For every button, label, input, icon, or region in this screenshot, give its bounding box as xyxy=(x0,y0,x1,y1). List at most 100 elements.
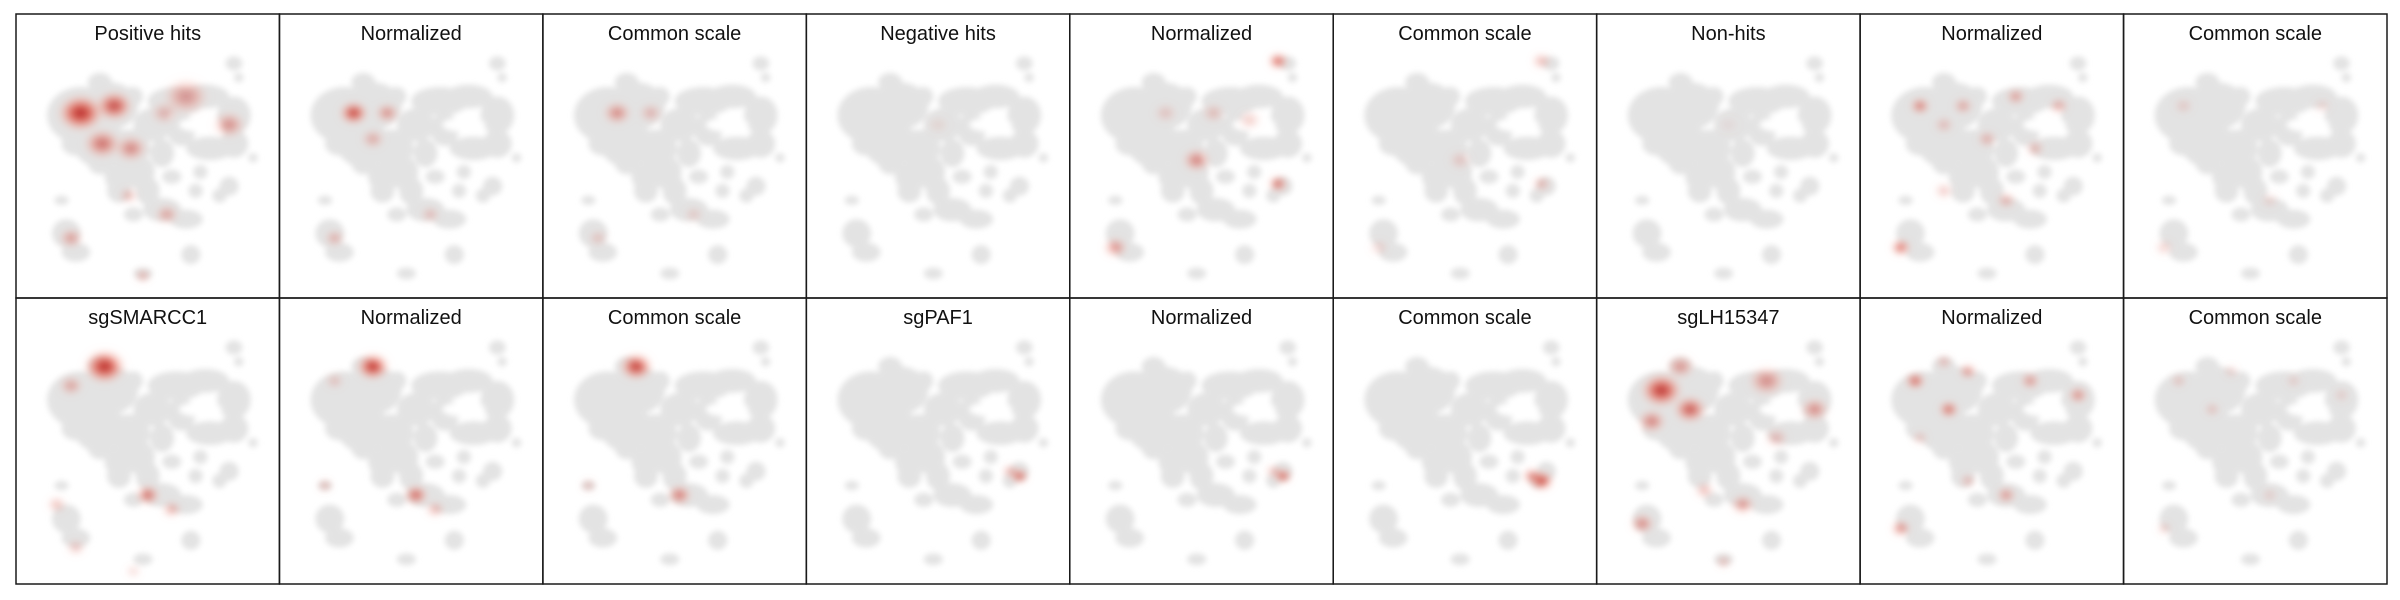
cell-cloud-blob xyxy=(1279,340,1297,355)
cell-cloud-blob xyxy=(1287,72,1298,83)
cell-cloud-blob xyxy=(1951,179,1976,203)
cell-cloud-blob xyxy=(1749,209,1784,229)
cell-cloud-blob xyxy=(851,416,881,441)
cell-cloud-blob xyxy=(1141,435,1166,460)
cell-cloud-blob xyxy=(775,437,785,448)
cell-cloud-blob xyxy=(1177,492,1197,507)
cell-cloud-blob xyxy=(2214,179,2239,203)
panel: Normalized xyxy=(1859,13,2125,299)
cell-cloud-blob xyxy=(1239,421,1288,446)
cell-cloud-blob xyxy=(1498,245,1518,265)
cell-cloud-blob xyxy=(1115,131,1145,156)
cell-cloud-blob xyxy=(708,530,728,550)
cell-cloud-blob xyxy=(1505,183,1521,198)
cell-cloud-blob xyxy=(2037,449,2052,465)
cell-cloud-blob xyxy=(150,423,175,453)
density-hotspot xyxy=(1673,396,1707,423)
density-hotspot xyxy=(59,376,84,396)
density-hotspot xyxy=(324,230,345,246)
cell-cloud-blob xyxy=(61,242,91,262)
cell-cloud-blob xyxy=(315,504,345,534)
cell-cloud-blob xyxy=(660,267,680,280)
cell-cloud-blob xyxy=(2092,153,2102,163)
cell-cloud-blob xyxy=(1215,454,1236,469)
cell-cloud-blob xyxy=(1242,468,1257,484)
cell-cloud-blob xyxy=(61,131,91,156)
cell-cloud-blob xyxy=(897,464,922,488)
density-hotspot xyxy=(126,565,141,577)
cell-cloud xyxy=(310,56,522,280)
cell-cloud-blob xyxy=(370,179,395,203)
density-hotspot xyxy=(2173,98,2194,114)
cell-cloud-blob xyxy=(2355,437,2366,448)
cell-cloud-blob xyxy=(456,449,472,465)
cell-cloud-blob xyxy=(2169,131,2198,156)
density-hotspots xyxy=(1002,465,1028,483)
cell-cloud-blob xyxy=(1371,195,1386,206)
density-hotspots xyxy=(2157,365,2349,535)
cell-cloud-blob xyxy=(233,357,244,367)
density-hotspot xyxy=(1730,495,1755,515)
cell-cloud-blob xyxy=(451,468,467,484)
density-hotspot xyxy=(1960,475,1976,487)
cell-cloud-blob xyxy=(396,108,436,142)
cell-cloud-blob xyxy=(677,423,701,453)
cell-cloud-blob xyxy=(2295,183,2311,198)
density-hotspot xyxy=(1694,482,1715,498)
panel-title: Common scale xyxy=(1398,23,1531,45)
cell-cloud-blob xyxy=(1177,371,1197,391)
cell-cloud-blob xyxy=(2231,492,2251,507)
cell-cloud-blob xyxy=(1141,150,1166,175)
cell-cloud-blob xyxy=(1246,449,1262,465)
cell-cloud-blob xyxy=(87,72,112,92)
cell-cloud-blob xyxy=(1235,84,1283,109)
cell-cloud-blob xyxy=(324,416,354,441)
cell-cloud-blob xyxy=(2269,454,2289,469)
density-hotspot xyxy=(1800,397,1829,421)
cell-cloud-blob xyxy=(842,504,872,534)
density-hotspot xyxy=(1891,520,1911,537)
panel-title: sgSMARCC1 xyxy=(88,307,207,329)
density-hotspot xyxy=(1448,150,1473,170)
panel: Normalized xyxy=(278,13,544,299)
density-hotspot xyxy=(1630,514,1655,534)
cell-cloud-blob xyxy=(581,195,596,206)
cell-cloud-blob xyxy=(744,96,778,135)
cell-cloud-gap xyxy=(2022,117,2067,132)
density-hotspot xyxy=(1666,355,1695,378)
panel: Negative hits xyxy=(805,13,1071,299)
cell-cloud-blob xyxy=(1498,84,1547,109)
density-hotspots xyxy=(926,115,951,135)
density-hotspot xyxy=(403,485,428,505)
cell-cloud-gap xyxy=(2022,402,2067,417)
density-hotspots xyxy=(588,101,704,246)
density-hotspot xyxy=(619,353,654,380)
cell-cloud-blob xyxy=(456,164,472,180)
cell-cloud-blob xyxy=(1542,340,1560,355)
cell-cloud-blob xyxy=(2276,209,2311,229)
density-hotspot xyxy=(2020,373,2040,389)
cell-cloud-blob xyxy=(2006,454,2026,469)
cell-cloud-blob xyxy=(2195,72,2220,92)
cell-cloud-blob xyxy=(2006,169,2026,184)
cell-cloud-blob xyxy=(1115,528,1145,548)
density-hotspot xyxy=(1716,115,1741,135)
density-hotspot xyxy=(1266,465,1281,477)
cell-cloud-gap xyxy=(1759,117,1803,132)
cell-cloud-blob xyxy=(162,169,182,184)
cell-cloud-blob xyxy=(1007,380,1042,419)
cell-cloud-blob xyxy=(588,528,618,548)
cell-cloud-blob xyxy=(2240,392,2280,427)
cell-cloud-blob xyxy=(2333,340,2350,355)
cell-cloud xyxy=(2154,340,2366,566)
cell-cloud-blob xyxy=(1806,340,1823,355)
cell-cloud-blob xyxy=(2324,96,2359,135)
cell-cloud-blob xyxy=(1287,357,1298,367)
density-hotspots xyxy=(1630,355,1829,568)
cell-cloud-blob xyxy=(413,138,438,168)
cell-cloud-blob xyxy=(488,340,506,355)
cell-cloud-blob xyxy=(186,136,234,161)
cell-cloud-blob xyxy=(2025,530,2045,550)
density-hotspot xyxy=(2334,389,2349,401)
panel-title: Normalized xyxy=(1151,23,1252,45)
